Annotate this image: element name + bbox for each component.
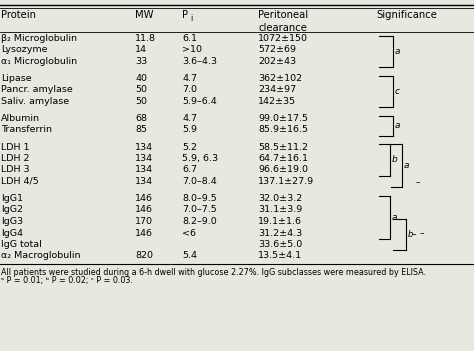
Text: 6.7: 6.7 <box>182 166 198 174</box>
Text: >10: >10 <box>182 46 202 54</box>
Text: 33: 33 <box>135 57 147 66</box>
Text: β₂ Microglobulin: β₂ Microglobulin <box>1 34 77 43</box>
Text: 4.7: 4.7 <box>182 114 198 123</box>
Text: a: a <box>392 212 397 221</box>
Text: 11.8: 11.8 <box>135 34 156 43</box>
Text: IgG1: IgG1 <box>1 194 23 203</box>
Text: Albumin: Albumin <box>1 114 40 123</box>
Text: c: c <box>395 87 400 96</box>
Text: 58.5±11.2: 58.5±11.2 <box>258 143 308 152</box>
Text: 99.0±17.5: 99.0±17.5 <box>258 114 308 123</box>
Text: 64.7±16.1: 64.7±16.1 <box>258 154 308 163</box>
Text: IgG3: IgG3 <box>1 217 23 226</box>
Text: a: a <box>404 161 410 170</box>
Text: 96.6±19.0: 96.6±19.0 <box>258 166 308 174</box>
Text: 8.0–9.5: 8.0–9.5 <box>182 194 217 203</box>
Text: 33.6±5.0: 33.6±5.0 <box>258 240 302 249</box>
Text: MW: MW <box>135 10 154 20</box>
Text: 134: 134 <box>135 154 153 163</box>
Text: 1072±150: 1072±150 <box>258 34 308 43</box>
Text: Lipase: Lipase <box>1 74 32 83</box>
Text: 137.1±27.9: 137.1±27.9 <box>258 177 314 186</box>
Text: b–: b– <box>408 230 418 239</box>
Text: Peritoneal
clearance: Peritoneal clearance <box>258 10 309 33</box>
Text: 5.2: 5.2 <box>182 143 198 152</box>
Text: b: b <box>392 155 398 164</box>
Text: 40: 40 <box>135 74 147 83</box>
Text: Pancr. amylase: Pancr. amylase <box>1 86 73 94</box>
Text: 7.0: 7.0 <box>182 86 198 94</box>
Text: α₂ Macroglobulin: α₂ Macroglobulin <box>1 252 81 260</box>
Text: 146: 146 <box>135 194 153 203</box>
Text: Lysozyme: Lysozyme <box>1 46 47 54</box>
Text: 5.4: 5.4 <box>182 252 198 260</box>
Text: 68: 68 <box>135 114 147 123</box>
Text: 32.0±3.2: 32.0±3.2 <box>258 194 302 203</box>
Text: 134: 134 <box>135 143 153 152</box>
Text: 31.1±3.9: 31.1±3.9 <box>258 205 302 214</box>
Text: 7.0–7.5: 7.0–7.5 <box>182 205 217 214</box>
Text: 572±69: 572±69 <box>258 46 296 54</box>
Text: IgG total: IgG total <box>1 240 42 249</box>
Text: 5.9–6.4: 5.9–6.4 <box>182 97 217 106</box>
Text: 6.1: 6.1 <box>182 34 198 43</box>
Text: 19.1±1.6: 19.1±1.6 <box>258 217 302 226</box>
Text: LDH 3: LDH 3 <box>1 166 29 174</box>
Text: Transferrin: Transferrin <box>1 126 52 134</box>
Text: 14: 14 <box>135 46 147 54</box>
Text: i: i <box>191 14 193 23</box>
Text: IgG4: IgG4 <box>1 229 23 238</box>
Text: 202±43: 202±43 <box>258 57 296 66</box>
Text: 13.5±4.1: 13.5±4.1 <box>258 252 302 260</box>
Text: α₁ Microglobulin: α₁ Microglobulin <box>1 57 77 66</box>
Text: 85.9±16.5: 85.9±16.5 <box>258 126 308 134</box>
Text: 142±35: 142±35 <box>258 97 296 106</box>
Text: a: a <box>395 121 401 130</box>
Text: Saliv. amylase: Saliv. amylase <box>1 97 69 106</box>
Text: Significance: Significance <box>377 10 438 20</box>
Text: 85: 85 <box>135 126 147 134</box>
Text: 31.2±4.3: 31.2±4.3 <box>258 229 302 238</box>
Text: –: – <box>420 229 424 238</box>
Text: 820: 820 <box>135 252 153 260</box>
Text: LDH 2: LDH 2 <box>1 154 29 163</box>
Text: 5.9: 5.9 <box>182 126 198 134</box>
Text: 134: 134 <box>135 177 153 186</box>
Text: ᵃ P = 0.01; ᵇ P = 0.02; ᶜ P = 0.03.: ᵃ P = 0.01; ᵇ P = 0.02; ᶜ P = 0.03. <box>1 276 133 285</box>
Text: 4.7: 4.7 <box>182 74 198 83</box>
Text: IgG2: IgG2 <box>1 205 23 214</box>
Text: P: P <box>182 10 189 20</box>
Text: LDH 1: LDH 1 <box>1 143 29 152</box>
Text: LDH 4/5: LDH 4/5 <box>1 177 39 186</box>
Text: 146: 146 <box>135 205 153 214</box>
Text: 234±97: 234±97 <box>258 86 296 94</box>
Text: a: a <box>395 47 401 56</box>
Text: 50: 50 <box>135 86 147 94</box>
Text: 5.9, 6.3: 5.9, 6.3 <box>182 154 219 163</box>
Text: Protein: Protein <box>1 10 36 20</box>
Text: 170: 170 <box>135 217 153 226</box>
Text: 362±102: 362±102 <box>258 74 302 83</box>
Text: 3.6–4.3: 3.6–4.3 <box>182 57 218 66</box>
Text: 8.2–9.0: 8.2–9.0 <box>182 217 217 226</box>
Text: –: – <box>416 178 420 187</box>
Text: 134: 134 <box>135 166 153 174</box>
Text: 7.0–8.4: 7.0–8.4 <box>182 177 217 186</box>
Text: All patients were studied during a 6-h dwell with glucose 2.27%. IgG subclasses : All patients were studied during a 6-h d… <box>1 268 426 277</box>
Text: 146: 146 <box>135 229 153 238</box>
Text: <6: <6 <box>182 229 197 238</box>
Text: 50: 50 <box>135 97 147 106</box>
